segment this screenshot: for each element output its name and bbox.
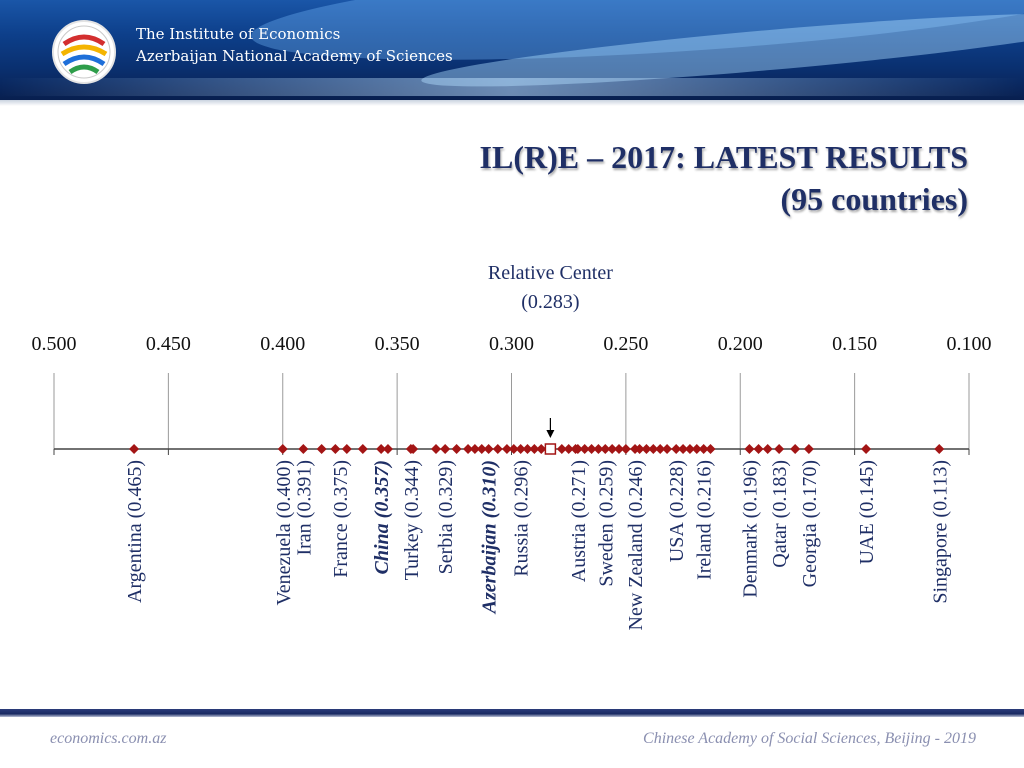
data-point (483, 444, 494, 454)
tick-label: 0.300 (489, 333, 534, 355)
data-point (316, 444, 327, 454)
data-point (382, 444, 393, 454)
data-point (698, 444, 709, 454)
country-label: France (0.375) (330, 460, 352, 578)
data-point (684, 444, 695, 454)
data-point (762, 444, 773, 454)
data-point (277, 444, 288, 454)
title-subline: (95 countries) (780, 181, 968, 217)
data-point (620, 444, 631, 454)
org-name: The Institute of Economics (136, 25, 341, 43)
data-point (357, 444, 368, 454)
tick-label: 0.150 (832, 333, 877, 355)
data-point (440, 444, 451, 454)
data-point (648, 444, 659, 454)
data-point (691, 444, 702, 454)
tick-label: 0.250 (603, 333, 648, 355)
data-point (671, 444, 682, 454)
country-label: Russia (0.296) (511, 460, 533, 577)
tick-label: 0.100 (947, 333, 992, 355)
data-point (341, 444, 352, 454)
data-point (593, 444, 604, 454)
country-label: Denmark (0.196) (739, 460, 761, 598)
data-point (529, 444, 540, 454)
data-point (579, 444, 590, 454)
footer-website: economics.com.az (50, 730, 167, 747)
data-point (451, 444, 462, 454)
slide-title: IL(R)E – 2017: LATEST RESULTS (95 countr… (480, 136, 968, 220)
arrow-head-icon (546, 430, 555, 438)
relative-center-label: Relative Center (488, 262, 613, 284)
data-point (607, 444, 618, 454)
data-point (376, 444, 387, 454)
country-label: Qatar (0.183) (769, 460, 791, 568)
country-label: Georgia (0.170) (799, 460, 821, 587)
country-label: UAE (0.145) (856, 460, 878, 564)
data-point (790, 444, 801, 454)
data-point (469, 444, 480, 454)
data-point (508, 444, 519, 454)
data-point (753, 444, 764, 454)
data-point (641, 444, 652, 454)
country-label: Iran (0.391) (293, 460, 315, 556)
country-label: Turkey (0.344) (401, 460, 423, 580)
data-point (600, 444, 611, 454)
footer-event: Chinese Academy of Social Sciences, Beij… (643, 730, 976, 747)
tick-label: 0.500 (32, 333, 77, 355)
relative-center-value: (0.283) (521, 291, 579, 313)
country-label: Argentina (0.465) (124, 460, 146, 603)
country-label: Ireland (0.216) (694, 460, 716, 580)
country-label: Singapore (0.113) (929, 460, 951, 604)
country-label: New Zealand (0.246) (625, 460, 647, 631)
data-point (408, 444, 419, 454)
tick-label: 0.450 (146, 333, 191, 355)
data-point (501, 444, 512, 454)
data-point (744, 444, 755, 454)
data-point (678, 444, 689, 454)
data-point (655, 444, 666, 454)
tick-label: 0.400 (260, 333, 305, 355)
org-subtitle: Azerbaijan National Academy of Sciences (136, 47, 453, 65)
data-point (463, 444, 474, 454)
banner-swoosh (0, 78, 1024, 96)
title-line: IL(R)E – 2017: LATEST RESULTS (479, 139, 968, 175)
data-point (536, 444, 547, 454)
data-point (563, 444, 574, 454)
globe-icon (57, 25, 111, 79)
data-point (662, 444, 673, 454)
data-point (556, 444, 567, 454)
header-banner: The Institute of Economics Azerbaijan Na… (0, 0, 1024, 100)
tick-label: 0.200 (718, 333, 763, 355)
data-point (586, 444, 597, 454)
data-point (705, 444, 716, 454)
footer-rule (0, 709, 1024, 717)
data-point (572, 444, 583, 454)
institute-globe-logo (52, 20, 116, 84)
relative-center-marker (544, 443, 557, 455)
country-label: Sweden (0.259) (595, 460, 617, 587)
data-point (934, 444, 945, 454)
tick-label: 0.350 (375, 333, 420, 355)
data-point (476, 444, 487, 454)
data-point (861, 444, 872, 454)
country-label: Austria (0.271) (568, 460, 590, 582)
data-point (634, 444, 645, 454)
banner-divider (0, 100, 1024, 106)
country-label: China (0.357) (371, 460, 393, 574)
data-point (330, 444, 341, 454)
data-point (492, 444, 503, 454)
data-point (522, 444, 533, 454)
country-label: Serbia (0.329) (435, 460, 457, 574)
data-point (129, 444, 140, 454)
data-point (803, 444, 814, 454)
country-label: Azerbaijan (0.310) (479, 460, 501, 615)
data-point (431, 444, 442, 454)
country-label: USA (0.228) (666, 460, 688, 562)
country-label: Venezuela (0.400) (273, 460, 295, 606)
data-point (614, 444, 625, 454)
data-point (774, 444, 785, 454)
data-point (298, 444, 309, 454)
data-point (515, 444, 526, 454)
